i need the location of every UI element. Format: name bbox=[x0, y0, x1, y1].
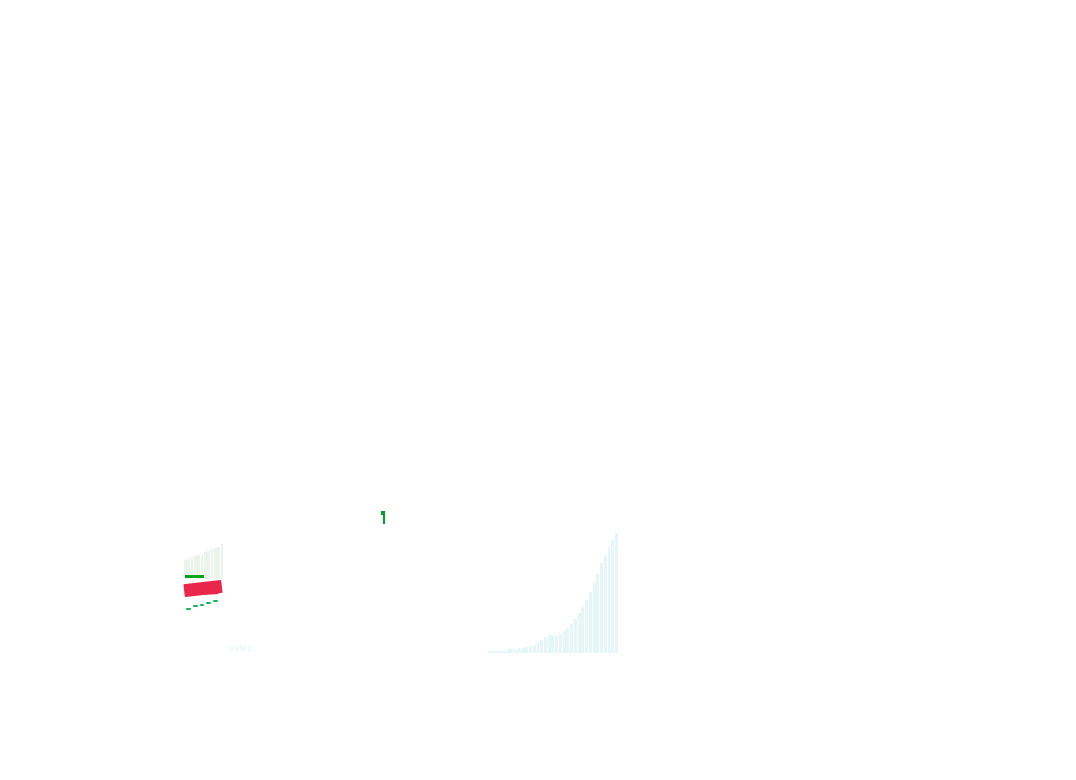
bar bbox=[510, 649, 514, 653]
bar bbox=[558, 633, 562, 653]
bar bbox=[566, 627, 570, 653]
bar bbox=[184, 560, 187, 579]
bar bbox=[499, 650, 503, 653]
bar bbox=[190, 557, 194, 579]
bar bbox=[213, 548, 217, 579]
bar bbox=[585, 600, 589, 653]
trend-dash bbox=[206, 601, 212, 604]
bar bbox=[200, 553, 204, 579]
bar bbox=[203, 552, 207, 579]
trend-dash bbox=[199, 604, 205, 607]
bar bbox=[217, 546, 221, 579]
bar bbox=[502, 650, 506, 653]
bar bbox=[562, 631, 566, 653]
bar bbox=[540, 639, 544, 653]
right-exponential-bars bbox=[488, 533, 618, 653]
left-sparkline-bars bbox=[184, 543, 224, 579]
bar bbox=[506, 649, 510, 653]
trend-dash bbox=[192, 605, 198, 608]
bar bbox=[592, 583, 596, 653]
cursor-flag bbox=[381, 511, 385, 515]
bar bbox=[529, 645, 533, 653]
bar bbox=[581, 607, 585, 653]
left-sparkline-chart[interactable] bbox=[184, 543, 224, 579]
bar bbox=[547, 633, 551, 653]
bar bbox=[514, 649, 518, 653]
cursor-marker-icon[interactable] bbox=[381, 511, 386, 524]
bar bbox=[491, 650, 495, 653]
right-exponential-chart[interactable] bbox=[488, 533, 618, 653]
bar bbox=[570, 624, 574, 653]
highlight-stroke[interactable] bbox=[183, 579, 223, 598]
bar bbox=[544, 637, 547, 653]
green-dash-trend bbox=[186, 598, 220, 612]
bar bbox=[551, 635, 555, 653]
bar bbox=[611, 540, 615, 653]
bar bbox=[555, 636, 559, 653]
faint-caption: sales bbox=[229, 643, 253, 653]
bar bbox=[207, 550, 211, 579]
trend-dash bbox=[186, 607, 191, 610]
bar bbox=[525, 647, 529, 653]
bar bbox=[603, 554, 607, 653]
bar bbox=[600, 563, 603, 653]
bar bbox=[536, 642, 540, 653]
trend-dash bbox=[213, 599, 219, 602]
bar bbox=[577, 613, 581, 653]
bar bbox=[197, 554, 201, 579]
bar bbox=[193, 556, 197, 579]
bar bbox=[596, 573, 600, 653]
bar bbox=[573, 619, 577, 653]
bar bbox=[614, 533, 618, 653]
bar bbox=[187, 558, 191, 579]
axis-baseline bbox=[185, 575, 204, 578]
bar bbox=[517, 648, 521, 653]
bar bbox=[521, 648, 525, 653]
bar bbox=[488, 650, 491, 653]
bar bbox=[588, 591, 592, 653]
bar bbox=[495, 650, 499, 653]
bar bbox=[532, 644, 536, 653]
bar bbox=[220, 544, 224, 579]
highlight-stroke-overlay bbox=[184, 583, 219, 596]
cursor-stem bbox=[383, 511, 385, 524]
bar bbox=[210, 549, 214, 579]
bar bbox=[607, 547, 611, 653]
